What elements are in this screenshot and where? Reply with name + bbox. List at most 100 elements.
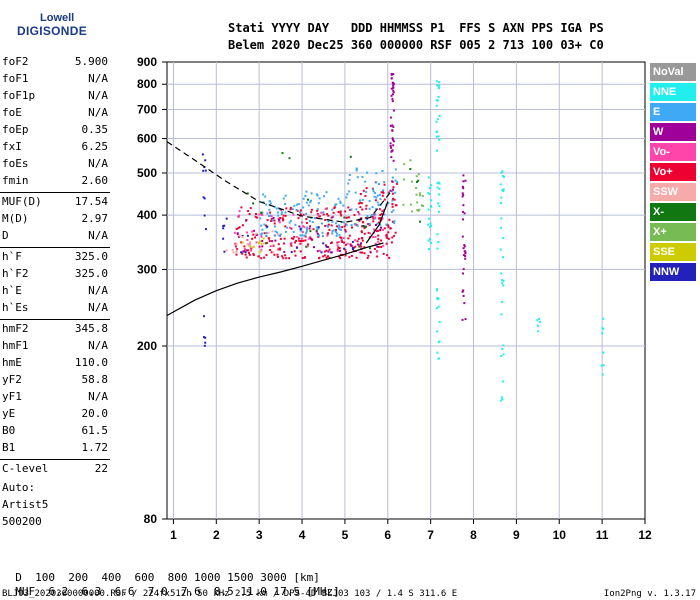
echo-point-vo <box>360 230 363 233</box>
echo-point-vo <box>375 230 378 233</box>
echo-point-nnw <box>222 237 225 240</box>
echo-point-vo <box>331 215 334 218</box>
echo-point-e <box>383 181 386 183</box>
echo-point-e <box>262 193 265 196</box>
echo-point-e <box>265 234 268 237</box>
echo-point-vo <box>376 255 379 258</box>
echo-point-sse <box>259 240 262 243</box>
echo-point-vo <box>273 219 276 222</box>
echo-point-vo <box>338 247 341 249</box>
echo-point-e <box>302 197 305 200</box>
y-tick-label: 900 <box>137 55 157 69</box>
echo-point-w <box>357 243 360 246</box>
echo-point-vo <box>391 205 394 208</box>
echo-point-vo <box>277 248 280 251</box>
echo-point-vo <box>336 225 339 228</box>
echo-point-e <box>323 195 325 198</box>
echo-point-e <box>334 230 337 233</box>
echo-point-sse <box>262 237 265 240</box>
echo-point-vo <box>372 217 375 220</box>
echo-point-vo <box>347 237 350 240</box>
echo-point-w <box>316 250 319 253</box>
echo-point-e <box>368 207 371 210</box>
echo-point-vo <box>367 223 370 225</box>
echo-point-vo <box>323 250 326 253</box>
echo-streak-w <box>390 73 393 76</box>
echo-point-e <box>317 227 320 230</box>
echo-point-vo <box>282 214 285 217</box>
echo-streak-w <box>392 188 394 191</box>
echo-point-vo <box>353 214 356 216</box>
echo-point-e <box>310 199 312 202</box>
echo-point-vo <box>258 245 261 248</box>
solid-profile-curve <box>166 242 384 317</box>
echo-point-vo <box>240 206 243 209</box>
echo-point-vo <box>327 246 330 248</box>
echo-point-x <box>358 245 361 248</box>
echo-point-vo <box>381 194 384 197</box>
echo-point-vo <box>368 224 371 227</box>
echo-point-vo <box>328 228 331 231</box>
echo-point-vo <box>302 225 304 228</box>
echo-point-nnw <box>322 242 325 245</box>
echo-point-w <box>316 232 319 235</box>
echo-point-x <box>246 192 249 195</box>
echo-point-vo <box>382 192 385 194</box>
footer-version: Ion2Png v. 1.3.17 <box>603 589 696 599</box>
echo-point-vo <box>338 255 341 258</box>
echo-streak-w <box>391 93 394 96</box>
echo-point-vo <box>299 209 302 212</box>
echo-point-e <box>366 171 368 174</box>
x-tick-label: 9 <box>513 528 520 542</box>
echo-point-vo <box>279 217 282 219</box>
echo-streak-nne <box>437 202 440 205</box>
echo-point-vo <box>365 207 368 210</box>
echo-point-e <box>317 202 320 205</box>
echo-streak-nne <box>435 135 438 138</box>
echo-streak-nnw <box>204 336 207 339</box>
echo-point-e <box>277 214 280 217</box>
echo-point-e <box>391 199 394 202</box>
echo-point-nnw <box>240 251 243 254</box>
echo-point-vo <box>265 224 267 227</box>
echo-point-vo <box>359 243 362 246</box>
echo-point-e <box>374 213 377 216</box>
echo-point-nnw <box>223 224 226 227</box>
echo-point-vo <box>294 241 297 244</box>
echo-point-vo <box>382 244 385 247</box>
echo-point-vo <box>354 239 357 242</box>
echo-streak-w <box>392 140 395 143</box>
echo-point-x <box>418 192 421 195</box>
echo-point-e <box>318 197 321 200</box>
echo-point-e <box>310 192 313 195</box>
param-row-h-es: h`Es N/A <box>2 301 108 318</box>
param-value: 20.0 <box>81 407 109 420</box>
echo-point-vo <box>305 218 308 221</box>
echo-point-e <box>284 230 287 233</box>
echo-point-vo <box>351 226 353 229</box>
x-tick-label: 12 <box>638 528 652 542</box>
echo-point-vo <box>354 245 357 248</box>
param-name: C-level <box>2 462 49 475</box>
echo-point-vo <box>310 208 313 211</box>
echo-streak-nne <box>438 187 441 190</box>
echo-point-x <box>419 194 422 197</box>
echo-point-vo <box>254 236 256 239</box>
echo-point-vo <box>372 236 375 239</box>
echo-point-w <box>255 234 258 237</box>
echo-point-vo <box>247 210 250 212</box>
echo-point-vo <box>339 236 342 239</box>
footer-file-info: BLJ03_2020360000000.RSF / 224fx512h 50 k… <box>2 589 458 599</box>
echo-point-vo <box>361 251 364 254</box>
echo-point-e <box>374 192 377 195</box>
echo-point-e <box>325 191 328 194</box>
auto-code: 500200 <box>2 515 42 528</box>
param-row-foep: foEp 0.35 <box>2 123 108 140</box>
echo-streak-nnw <box>201 153 204 156</box>
param-name: foF1p <box>2 89 36 102</box>
echo-point-e <box>396 181 399 184</box>
echo-point-e <box>299 211 302 214</box>
echo-streak-nne <box>436 351 439 354</box>
echo-point-e <box>284 203 287 205</box>
x-tick-label: 2 <box>213 528 220 542</box>
